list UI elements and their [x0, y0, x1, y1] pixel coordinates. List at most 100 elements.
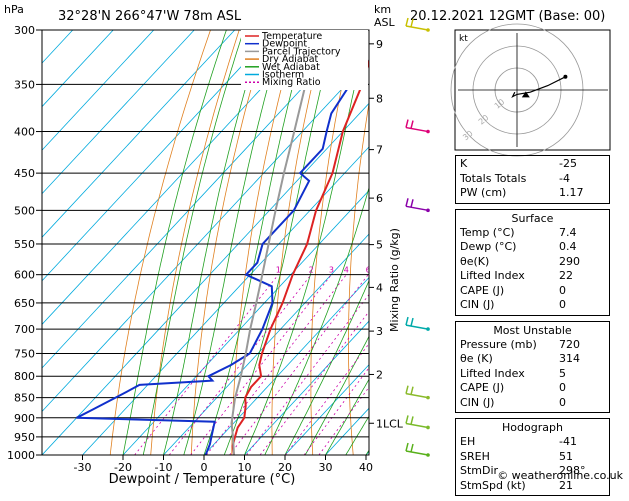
mu-row: CAPE (J) 0 — [460, 381, 605, 396]
surface-value: 7.4 — [559, 226, 605, 241]
height-tick-label: 6 — [376, 192, 383, 205]
wind-barb-flag — [411, 416, 413, 424]
index-k-row: K-25 — [460, 157, 605, 172]
surface-value: 0 — [559, 284, 605, 299]
pressure-tick-label: 300 — [14, 24, 35, 37]
indices-panel: K-25 Totals Totals -4 PW (cm) 1.17 Surface… — [455, 155, 610, 501]
index-tt-row: Totals Totals -4 — [460, 172, 605, 187]
surface-row: CAPE (J) 0 — [460, 284, 605, 299]
wind-barb-flag — [411, 444, 413, 452]
wind-barb-staff — [406, 26, 428, 30]
dry-adiabat-line — [612, 30, 629, 455]
most-unstable-title: Most Unstable — [460, 323, 605, 338]
mu-label: CIN (J) — [460, 396, 494, 411]
hodo-row: EH -41 — [460, 435, 605, 450]
index-pw-label: PW (cm) — [460, 186, 506, 201]
height-tick-label: 2 — [376, 368, 383, 381]
asl-label: ASL — [374, 16, 396, 29]
wet-adiabat-line — [123, 30, 226, 455]
surface-label: Temp (°C) — [460, 226, 515, 241]
pressure-tick-label: 500 — [14, 204, 35, 217]
index-pw-value: 1.17 — [559, 186, 605, 201]
index-tt-value: -4 — [559, 172, 605, 187]
datetime-title: 20.12.2021 12GMT (Base: 00) — [410, 9, 605, 24]
surface-value: 22 — [559, 269, 605, 284]
wind-barb-flag — [406, 317, 408, 325]
hodograph-kt-label: kt — [459, 34, 468, 44]
pressure-tick-label: 350 — [14, 78, 35, 91]
pressure-tick-label: 850 — [14, 392, 35, 405]
surface-label: CIN (J) — [460, 298, 494, 313]
x-axis-label: Dewpoint / Temperature (°C) — [109, 472, 296, 486]
index-k-value: -25 — [559, 157, 605, 172]
wind-barb-dot — [426, 327, 430, 331]
wind-barb-flag — [406, 18, 408, 26]
wind-barb-flag — [406, 120, 408, 128]
mixing-ratio-axis-label: Mixing Ratio (g/kg) — [388, 228, 401, 332]
km-label: km — [374, 3, 391, 16]
pressure-tick-label: 800 — [14, 370, 35, 383]
wind-barb-dot — [426, 453, 430, 457]
index-tt-label: Totals Totals — [460, 172, 526, 187]
hodograph-table-title: Hodograph — [460, 420, 605, 435]
surface-label: CAPE (J) — [460, 284, 504, 299]
wind-barb-staff — [406, 394, 428, 398]
wind-barb-flag — [406, 415, 408, 423]
indices-box: K-25 Totals Totals -4 PW (cm) 1.17 — [455, 155, 610, 204]
mixing-ratio-tick-label: 1 — [276, 266, 281, 275]
surface-label: Lifted Index — [460, 269, 525, 284]
mixing-ratio-line — [206, 275, 346, 455]
mu-label: CAPE (J) — [460, 381, 504, 396]
pressure-tick-label: 950 — [14, 431, 35, 444]
hodo-label: SREH — [460, 450, 490, 465]
location-title: 32°28'N 266°47'W 78m ASL — [58, 9, 242, 24]
height-tick-label: 7 — [376, 144, 383, 157]
height-tick-label: 9 — [376, 38, 383, 51]
surface-label: Dewp (°C) — [460, 240, 516, 255]
wind-barb-flag — [411, 318, 413, 326]
wind-barb-staff — [406, 128, 428, 132]
surface-box: Surface Temp (°C) 7.4 Dewp (°C) 0.4 θe(K)2… — [455, 209, 610, 316]
wet-adiabat-line — [265, 30, 407, 455]
wind-barb-staff — [406, 206, 428, 210]
most-unstable-box: Most Unstable Pressure (mb) 720 θe (K)314… — [455, 321, 610, 414]
wind-barb-dot — [426, 209, 430, 213]
pressure-tick-label: 550 — [14, 238, 35, 251]
surface-row: Dewp (°C) 0.4 — [460, 240, 605, 255]
hodo-label: EH — [460, 435, 475, 450]
hodo-value: -41 — [559, 435, 605, 450]
wind-barb-dot — [426, 28, 430, 32]
mu-label: θe (K) — [460, 352, 493, 367]
mu-value: 720 — [559, 338, 605, 353]
temperature-tick-label: 40 — [359, 461, 373, 474]
wind-barb-staff — [406, 423, 428, 427]
wind-barb-flag — [406, 198, 408, 206]
surface-value: 0.4 — [559, 240, 605, 255]
mixing-ratio-tick-label: 2 — [309, 266, 314, 275]
surface-row: Temp (°C) 7.4 — [460, 226, 605, 241]
surface-row: θe(K)290 — [460, 255, 605, 270]
surface-row: CIN (J)0 — [460, 298, 605, 313]
surface-title: Surface — [460, 211, 605, 226]
mu-value: 5 — [559, 367, 605, 382]
mu-value: 0 — [559, 381, 605, 396]
wind-barb-staff — [406, 325, 428, 329]
height-tick-label: 3 — [376, 325, 383, 338]
pressure-tick-label: 750 — [14, 347, 35, 360]
mu-label: Pressure (mb) — [460, 338, 537, 353]
wind-barb-staff — [406, 451, 428, 455]
mu-row: θe (K)314 — [460, 352, 605, 367]
mu-label: Lifted Index — [460, 367, 525, 382]
pressure-tick-label: 450 — [14, 167, 35, 180]
wind-barb-dot — [426, 130, 430, 134]
pressure-tick-label: 400 — [14, 126, 35, 139]
mu-row: CIN (J)0 — [460, 396, 605, 411]
mixing-ratio-line — [247, 275, 385, 455]
mixing-ratio-tick-label: 3 — [329, 266, 334, 275]
mu-row: Pressure (mb) 720 — [460, 338, 605, 353]
dry-adiabat-line — [420, 30, 440, 455]
wind-barb-dot — [426, 396, 430, 400]
wind-barb-dot — [426, 426, 430, 430]
mixing-ratio-tick-label: 15 — [416, 266, 426, 275]
